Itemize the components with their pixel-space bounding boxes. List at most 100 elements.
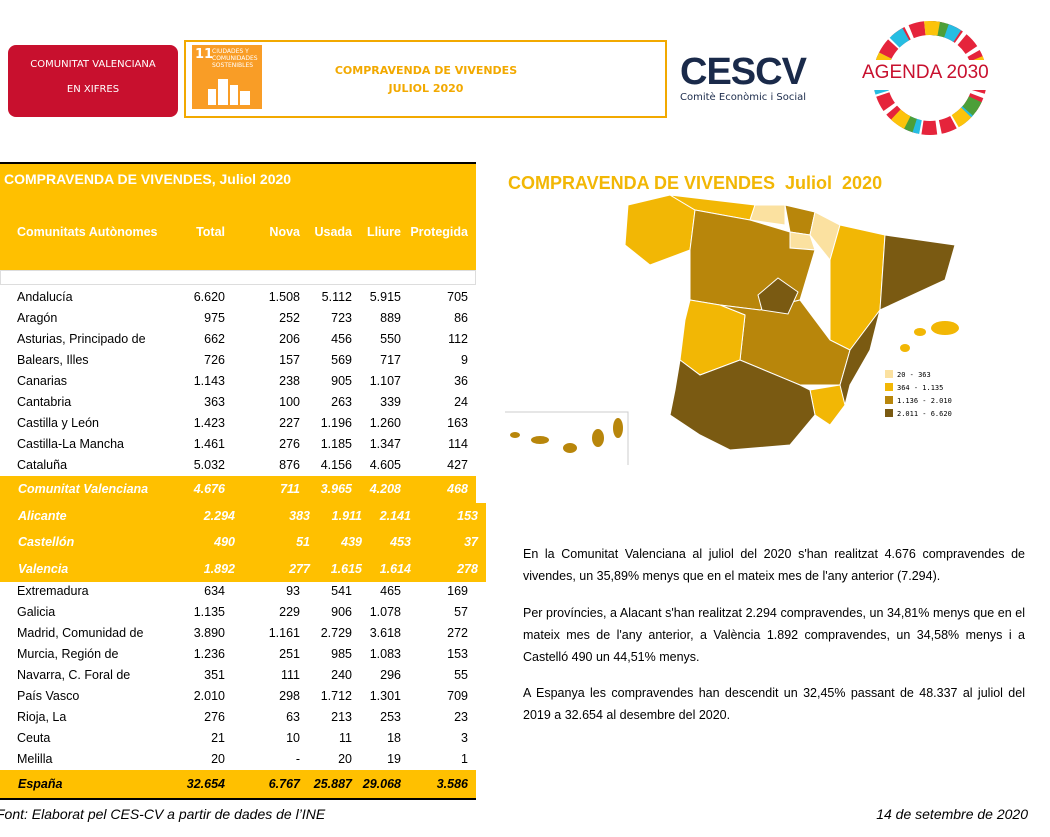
- cell: 263: [331, 395, 352, 409]
- row-label: Canarias: [17, 374, 68, 388]
- cell: 112: [448, 332, 468, 346]
- cell: 3.890: [193, 626, 225, 640]
- table-row: Castilla y León 1.423 227 1.196 1.260 163: [0, 413, 476, 434]
- cell: 100: [279, 395, 300, 409]
- cell: 276: [279, 437, 300, 451]
- cell: 1.185: [320, 437, 352, 451]
- cell: 169: [447, 584, 468, 598]
- legend-label: 1.136 - 2.010: [897, 397, 952, 405]
- header-title: COMPRAVENDA DE VIVENDES JULIOL 2020: [306, 62, 546, 98]
- cell: -: [295, 752, 300, 766]
- table-row: Madrid, Comunidad de 3.890 1.161 2.729 3.618…: [0, 623, 476, 644]
- cell: 541: [331, 584, 352, 598]
- cell: 111: [280, 668, 300, 682]
- cell: 6.620: [193, 290, 225, 304]
- title-line: COMPRAVENDA DE VIVENDES: [334, 64, 518, 77]
- region: [749, 204, 786, 226]
- cell: 975: [204, 311, 225, 325]
- table-row: España 32.654 6.767 25.887 29.068 3.586: [0, 770, 476, 800]
- cell: 1.508: [268, 290, 300, 304]
- cell: 5.915: [369, 290, 401, 304]
- cell: 3.586: [436, 777, 468, 791]
- cell: 6.767: [268, 777, 300, 791]
- cell: 363: [204, 395, 225, 409]
- table-row: País Vasco 2.010 298 1.712 1.301 709: [0, 686, 476, 707]
- cell: 1.161: [268, 626, 300, 640]
- row-label: Castilla-La Mancha: [17, 437, 124, 451]
- cell: 227: [279, 416, 300, 430]
- cell: 723: [331, 311, 352, 325]
- sdg-buildings: [208, 79, 250, 105]
- row-label: Castilla y León: [17, 416, 99, 430]
- table-row: Ceuta 21 10 11 18 3: [0, 728, 476, 749]
- cell: 906: [331, 605, 352, 619]
- cell: 339: [380, 395, 401, 409]
- cell: 1.423: [193, 416, 225, 430]
- table-row: Rioja, La 276 63 213 253 23: [0, 707, 476, 728]
- cell: Protegida: [410, 225, 468, 239]
- blank-row: [0, 270, 476, 285]
- cell: 490: [214, 535, 235, 549]
- cell: 1.260: [369, 416, 401, 430]
- sdg-text: CIUDADES Y COMUNIDADES SOSTENIBLES: [212, 48, 258, 69]
- legend-swatch: [885, 383, 893, 391]
- title-line: JULIOL 2020: [388, 82, 464, 95]
- region: [809, 384, 846, 426]
- cell: 163: [447, 416, 468, 430]
- cell: 21: [211, 731, 225, 745]
- cell: 1.236: [193, 647, 225, 661]
- table-row: Castilla-La Mancha 1.461 276 1.185 1.347 114: [0, 434, 476, 455]
- row-label: Balears, Illes: [17, 353, 89, 367]
- cell: 709: [447, 689, 468, 703]
- row-label: Galicia: [17, 605, 56, 619]
- agenda-ring: [858, 21, 1003, 135]
- cell: 4.605: [369, 458, 401, 472]
- row-label: País Vasco: [17, 689, 80, 703]
- table-row: Aragón 975 252 723 889 86: [0, 308, 476, 329]
- cell: 468: [447, 482, 468, 496]
- region: [829, 224, 886, 351]
- cell: 711: [280, 482, 300, 496]
- cell: 1.615: [330, 561, 362, 576]
- cell: 1.892: [203, 561, 235, 576]
- cell: 23: [454, 710, 468, 724]
- table-row: Alicante 2.294 383 1.911 2.141 153: [0, 502, 486, 529]
- cell: 3: [461, 731, 468, 745]
- cell: 3.965: [320, 482, 352, 496]
- badge-line: EN XIFRES: [66, 84, 120, 95]
- cell: 240: [331, 668, 352, 682]
- row-label: Murcia, Región de: [17, 647, 119, 661]
- cell: Total: [196, 225, 225, 239]
- cell: 9: [461, 353, 468, 367]
- table-row: Galicia 1.135 229 906 1.078 57: [0, 602, 476, 623]
- row-label: Valencia: [18, 561, 69, 576]
- cell: 277: [289, 561, 310, 576]
- region: [757, 277, 799, 315]
- cell: 726: [204, 353, 225, 367]
- cell: 18: [387, 731, 401, 745]
- sdg-number: 11: [195, 47, 214, 62]
- cell: 351: [204, 668, 225, 682]
- cell: 4.208: [369, 482, 401, 496]
- source: Font: Elaborat pel CES-CV a partir de da…: [0, 806, 326, 822]
- cell: 456: [331, 332, 352, 346]
- row-label: Cantabria: [17, 395, 72, 409]
- cell: 1.712: [320, 689, 352, 703]
- paragraph: Per províncies, a Alacant s'han realitza…: [523, 606, 1025, 664]
- legend-label: 364 - 1.135: [897, 384, 943, 392]
- cell: 114: [448, 437, 468, 451]
- cell: 427: [447, 458, 468, 472]
- paragraph: A Espanya les compravendes han descendit…: [523, 686, 1025, 722]
- cell: 889: [380, 311, 401, 325]
- table-row: Andalucía 6.620 1.508 5.112 5.915 705: [0, 287, 476, 308]
- cell: 32.654: [186, 777, 225, 791]
- date: 14 de setembre de 2020: [876, 806, 1028, 822]
- cell: 1.107: [369, 374, 401, 388]
- cell: 1.347: [369, 437, 401, 451]
- cell: 251: [279, 647, 300, 661]
- region: [931, 321, 959, 335]
- row-label: Navarra, C. Foral de: [17, 668, 131, 682]
- cell: 20: [338, 752, 352, 766]
- row-label: Comunitat Valenciana: [18, 482, 149, 496]
- cell: 985: [331, 647, 352, 661]
